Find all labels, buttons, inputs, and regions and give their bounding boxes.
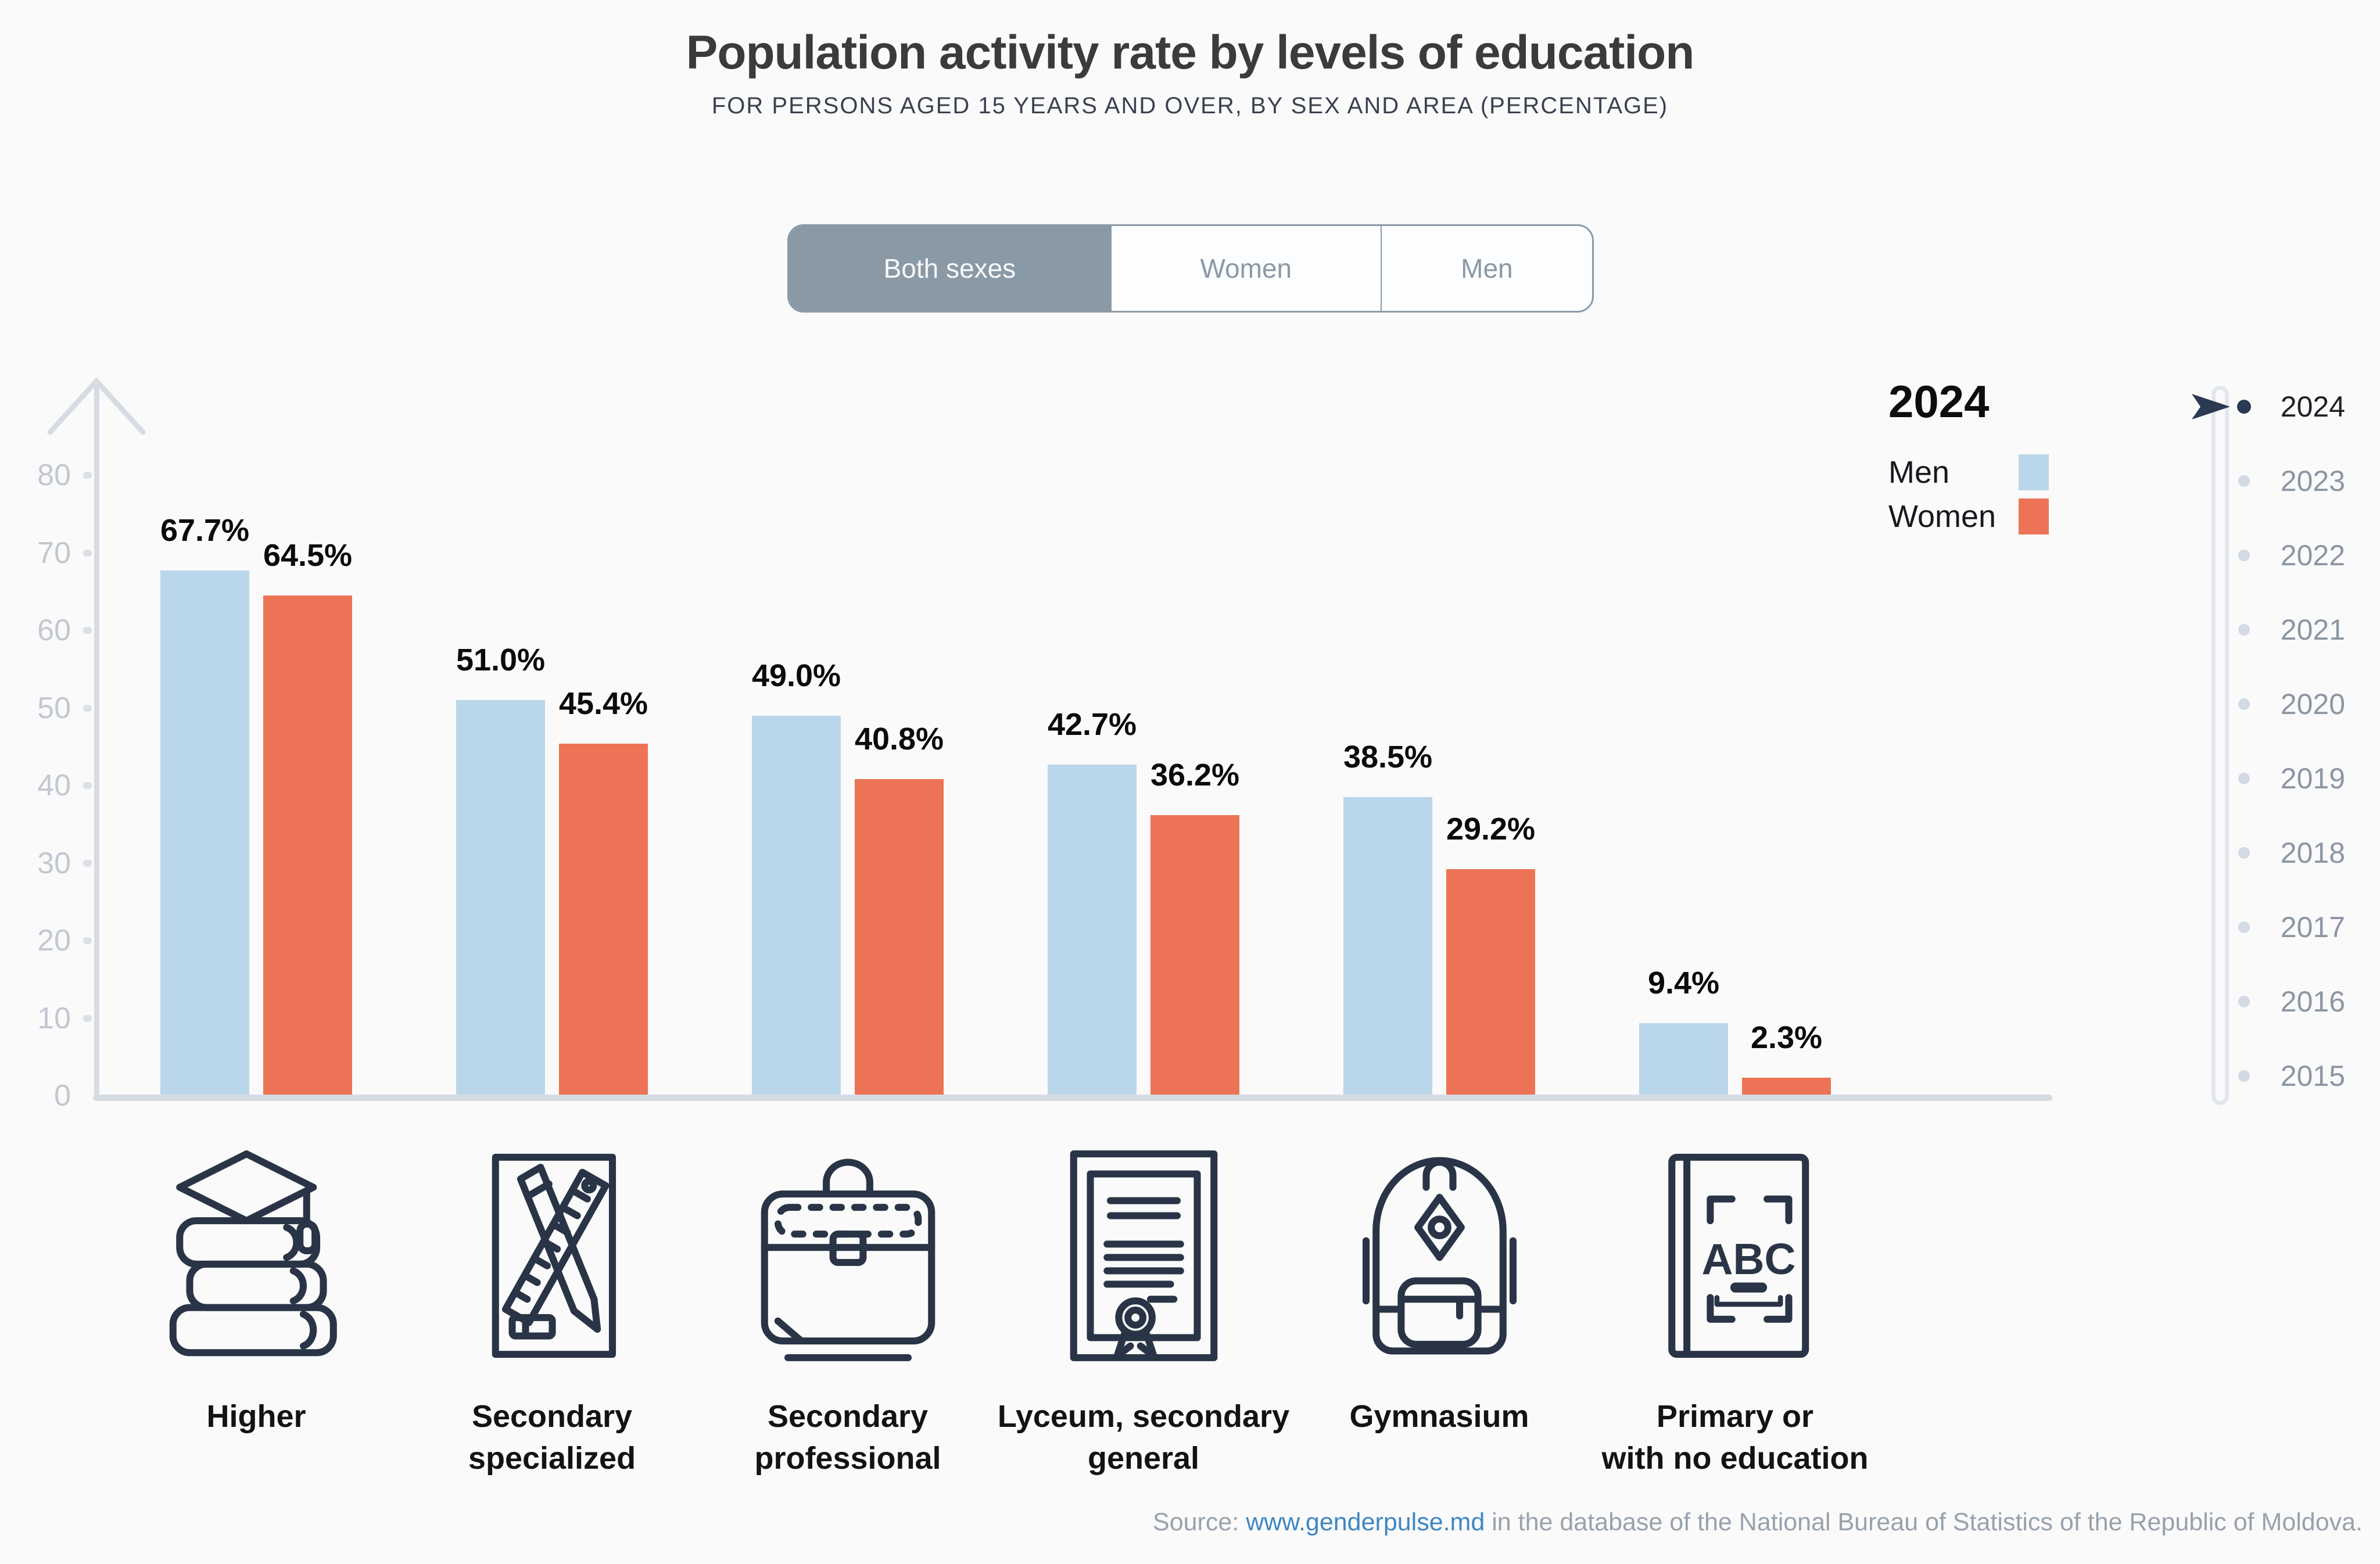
timeline-active-arrow-icon (2192, 394, 2230, 422)
timeline-dot[interactable] (2238, 847, 2250, 859)
timeline-year[interactable]: 2021 (2280, 614, 2345, 646)
source-note: Source: www.genderpulse.md in the databa… (1153, 1508, 2363, 1537)
backpack-icon (1332, 1136, 1547, 1375)
bar-value-label: 64.5% (263, 537, 353, 573)
y-axis-label: 10 (37, 1001, 71, 1035)
bar-value-label: 51.0% (456, 643, 546, 678)
timeline-year[interactable]: 2019 (2280, 762, 2345, 795)
timeline-dot[interactable] (2238, 698, 2250, 710)
bar-value-label: 36.2% (1150, 757, 1240, 792)
bar-women (559, 743, 648, 1096)
source-prefix: Source: (1153, 1508, 1246, 1536)
category-label: Gymnasium (1349, 1399, 1529, 1434)
x-axis-line (93, 1095, 2052, 1101)
books-graduation-cap-icon (149, 1136, 364, 1375)
bar-men (752, 715, 841, 1096)
bar-value-label: 38.5% (1343, 740, 1433, 775)
y-axis-tick (83, 782, 92, 789)
bar-value-label: 9.4% (1647, 965, 1720, 1000)
category-label: Higher (206, 1399, 306, 1434)
legend-label: Women (1888, 499, 1997, 534)
y-axis-tick (83, 859, 92, 867)
timeline-year[interactable]: 2016 (2280, 985, 2345, 1018)
y-axis-tick (83, 472, 92, 479)
y-axis-tick (83, 549, 92, 557)
y-axis-tick (83, 937, 92, 944)
y-axis-label: 0 (54, 1079, 71, 1113)
bar-value-label: 2.3% (1750, 1020, 1823, 1056)
timeline-year[interactable]: 2023 (2280, 465, 2345, 497)
y-axis-label: 70 (37, 536, 71, 570)
sex-filter-tabs: Both sexes Women Men (787, 224, 1594, 313)
legend-swatch-men (2019, 454, 2049, 490)
diploma-icon (1036, 1136, 1251, 1375)
y-axis-label: 80 (37, 458, 71, 492)
source-suffix: in the database of the National Bureau o… (1485, 1508, 2363, 1536)
page-subtitle: FOR PERSONS AGED 15 YEARS AND OVER, BY S… (711, 93, 1669, 119)
y-axis-label: 40 (37, 769, 71, 802)
legend-swatch-women (2019, 498, 2049, 535)
bar-value-label: 67.7% (160, 513, 250, 548)
y-axis-label: 30 (37, 846, 71, 880)
timeline-dot[interactable] (2238, 921, 2250, 933)
bar-women (263, 595, 352, 1096)
y-axis-tick (83, 627, 92, 634)
timeline-dot[interactable] (2238, 1070, 2250, 1082)
legend-year: 2024 (1888, 376, 1990, 427)
category-label: Lyceum, secondary general (997, 1399, 1290, 1476)
tab-both-sexes[interactable]: Both sexes (789, 226, 1110, 311)
pencil-ruler-icon (445, 1136, 659, 1375)
legend-item: Women (1888, 498, 2049, 535)
legend-item: Men (1888, 454, 2049, 490)
bar-men (456, 700, 545, 1096)
category-label: Secondary professional (754, 1399, 941, 1476)
abc-book-icon: ABC (1628, 1136, 1843, 1375)
bar-men (1048, 764, 1137, 1096)
bar-men (1639, 1023, 1728, 1096)
bar-women (1446, 869, 1535, 1096)
y-axis-label: 60 (37, 614, 71, 647)
timeline-year[interactable]: 2018 (2280, 837, 2345, 869)
bar-value-label: 49.0% (751, 658, 841, 693)
timeline-dot[interactable] (2238, 773, 2250, 784)
briefcase-icon (740, 1136, 955, 1375)
timeline-dot[interactable] (2237, 400, 2251, 414)
y-axis-arrow-icon (46, 374, 146, 440)
tab-men[interactable]: Men (1380, 226, 1592, 311)
timeline-year[interactable]: 2022 (2280, 539, 2345, 572)
bar-men (160, 571, 249, 1096)
bar-value-label: 45.4% (558, 686, 648, 721)
timeline-year[interactable]: 2017 (2280, 911, 2345, 944)
y-axis-line (94, 383, 99, 1096)
bar-women (855, 779, 944, 1096)
bar-women (1150, 815, 1239, 1096)
bar-men (1343, 797, 1432, 1096)
category-label: Primary or with no education (1601, 1399, 1869, 1476)
timeline-dot[interactable] (2238, 996, 2250, 1007)
y-axis-tick (83, 1014, 92, 1022)
timeline-year[interactable]: 2015 (2280, 1060, 2345, 1092)
y-axis-label: 20 (37, 924, 71, 957)
timeline-dot[interactable] (2238, 624, 2250, 636)
category-label: Secondary specialized (468, 1399, 636, 1476)
bar-women (1742, 1078, 1831, 1096)
timeline-track[interactable] (2211, 386, 2229, 1105)
page-title: Population activity rate by levels of ed… (686, 26, 1695, 79)
chart-legend: 2024 Men Women (1888, 376, 2049, 535)
tab-women[interactable]: Women (1110, 226, 1381, 311)
source-link[interactable]: www.genderpulse.md (1246, 1508, 1485, 1536)
timeline-dot[interactable] (2238, 475, 2250, 487)
timeline-year[interactable]: 2020 (2280, 688, 2345, 720)
timeline-dot[interactable] (2238, 550, 2250, 561)
bar-value-label: 29.2% (1446, 812, 1536, 847)
bar-value-label: 42.7% (1047, 706, 1137, 742)
y-axis-tick (83, 704, 92, 712)
legend-label: Men (1888, 455, 1950, 490)
svg-text:ABC: ABC (1701, 1235, 1795, 1283)
y-axis-label: 50 (37, 691, 71, 725)
bar-value-label: 40.8% (854, 722, 944, 757)
timeline-year[interactable]: 2024 (2280, 390, 2345, 423)
